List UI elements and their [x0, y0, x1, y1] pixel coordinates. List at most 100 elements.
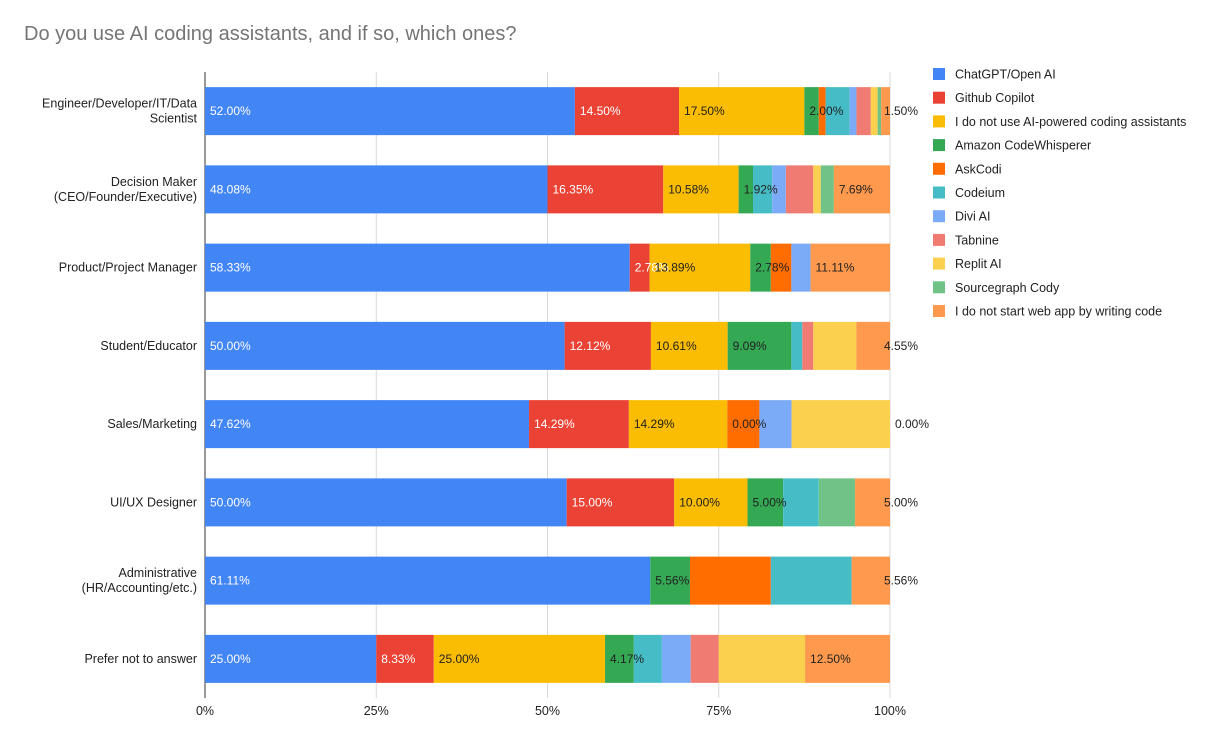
bar-segment: [753, 165, 773, 214]
bar-segment: [205, 87, 575, 136]
bar-segment: [547, 165, 664, 214]
data-label: 17.50%: [684, 104, 725, 118]
bar-segment: [727, 321, 792, 370]
category-label: Student/Educator: [100, 339, 197, 353]
x-axis-ticks: 0% 25% 50% 75% 100%: [196, 704, 906, 718]
legend-swatch: [933, 233, 945, 246]
legend-label: I do not start web app by writing code: [955, 305, 1162, 319]
x-tick-label: 0%: [196, 704, 214, 718]
legend-label: Tabnine: [955, 233, 999, 247]
bar-segment: [877, 87, 882, 136]
legend: ChatGPT/Open AI Github Copilot I do not us…: [933, 68, 1186, 319]
bar-segment: [628, 400, 728, 449]
data-label: 1.92%: [744, 182, 778, 196]
bar-segment: [825, 87, 850, 136]
legend-swatch: [933, 305, 945, 317]
data-label: 5.00%: [753, 495, 787, 509]
data-label: 5.00%: [884, 495, 918, 509]
data-label: 61.11%: [210, 574, 250, 588]
bar-segment: [605, 634, 634, 683]
data-label: 10.61%: [656, 339, 697, 353]
bar-segment: [649, 243, 751, 292]
data-label: 48.08%: [210, 182, 251, 196]
bar-segment: [529, 400, 629, 449]
legend-label: Divi AI: [955, 210, 990, 224]
bar-segment: [747, 478, 784, 527]
bar-segment: [679, 87, 805, 136]
data-label: 1.50%: [884, 104, 918, 118]
data-label: 13.89%: [655, 261, 696, 275]
data-label: 9.09%: [733, 339, 767, 353]
data-label: 16.35%: [553, 182, 594, 196]
data-label: 4.55%: [884, 339, 918, 353]
data-label: 14.29%: [634, 417, 675, 431]
data-label: 12.12%: [570, 339, 611, 353]
data-label: 52.00%: [210, 104, 251, 118]
data-label: 2.00%: [809, 104, 843, 118]
bar-segment: [205, 634, 377, 683]
x-tick-label: 50%: [535, 704, 560, 718]
data-label: 50.00%: [210, 339, 251, 353]
bar-segment: [856, 321, 890, 370]
bar-segment: [650, 321, 728, 370]
bar-segment: [433, 634, 606, 683]
x-tick-label: 75%: [706, 704, 731, 718]
legend-swatch: [933, 91, 945, 104]
category-label: Decision Maker: [111, 175, 197, 189]
legend-label: Amazon CodeWhisperer: [955, 139, 1091, 153]
bar-segment: [791, 400, 890, 449]
bar-segment: [566, 478, 675, 527]
bar-segment: [650, 556, 690, 605]
data-label: 4.17%: [610, 652, 644, 666]
bar-segment: [810, 243, 890, 292]
legend-label: Codeium: [955, 186, 1005, 200]
data-label: 5.56%: [884, 574, 918, 588]
bar-segment: [205, 321, 565, 370]
data-label: 12.50%: [810, 652, 851, 666]
bar-segment: [785, 165, 814, 214]
data-label: 15.00%: [572, 495, 613, 509]
bar-segment: [791, 243, 811, 292]
legend-swatch: [933, 139, 945, 152]
legend-label: ChatGPT/Open AI: [955, 68, 1056, 82]
bar-segment: [791, 321, 803, 370]
legend-label: Sourcegraph Cody: [955, 281, 1060, 295]
bar-segment: [783, 478, 819, 527]
legend-label: I do not use AI-powered coding assistant…: [955, 115, 1186, 129]
bar-segment: [813, 321, 857, 370]
category-label: UI/UX Designer: [110, 495, 197, 509]
bar-segment: [376, 634, 434, 683]
bar-segment: [804, 87, 819, 136]
bar-segment: [205, 478, 567, 527]
bar-segment: [689, 556, 771, 605]
bar-segment: [818, 87, 826, 136]
bar-segment: [674, 478, 748, 527]
bar-segment: [855, 478, 890, 527]
bar-segment: [805, 634, 890, 683]
data-label: 58.33%: [210, 261, 251, 275]
legend-swatch: [933, 68, 945, 80]
chart-title: Do you use AI coding assistants, and if …: [24, 23, 517, 45]
data-label: 7.69%: [839, 182, 873, 196]
category-label: Scientist: [150, 112, 198, 126]
bar-segment: [849, 87, 857, 136]
category-label: Sales/Marketing: [107, 417, 197, 431]
data-label: 14.50%: [580, 104, 621, 118]
data-label: 2.78%: [755, 261, 789, 275]
bar-segment: [718, 634, 806, 683]
data-label: 0.00%: [732, 417, 766, 431]
bar-segment: [759, 400, 792, 449]
data-label: 5.56%: [655, 574, 689, 588]
bar-segment: [772, 165, 786, 214]
bar-segment: [802, 321, 814, 370]
data-label: 2.78%: [635, 261, 669, 275]
legend-label: Replit AI: [955, 257, 1002, 271]
bars: [205, 87, 890, 683]
legend-swatch: [933, 281, 945, 294]
category-label: (HR/Accounting/etc.): [82, 581, 197, 595]
legend-swatch: [933, 257, 945, 270]
bar-segment: [881, 87, 890, 136]
bar-segment: [856, 87, 871, 136]
bar-segment: [818, 478, 856, 527]
